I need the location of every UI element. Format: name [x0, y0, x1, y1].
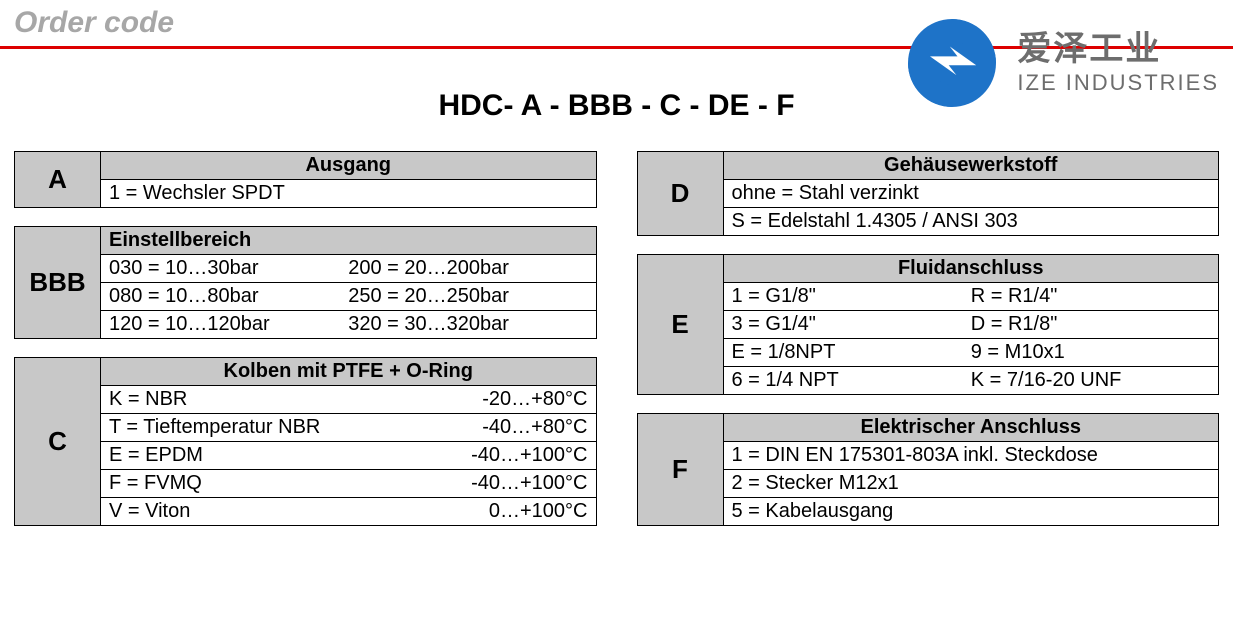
table-row: ohne = Stahl verzinkt [724, 180, 1219, 208]
cell: 200 = 20…200bar [348, 257, 587, 280]
cell: ohne = Stahl verzinkt [732, 182, 1211, 205]
table-row: 6 = 1/4 NPTK = 7/16-20 UNF [724, 367, 1219, 394]
block-F-title: Elektrischer Anschluss [724, 414, 1219, 442]
cell: 1 = G1/8" [732, 285, 971, 308]
table-row: V = Viton 0…+100°C [101, 498, 596, 525]
cell: D = R1/8" [971, 313, 1210, 336]
table-row: 5 = Kabelausgang [724, 498, 1219, 525]
block-C-letter: C [15, 358, 101, 525]
cell: E = EPDM [109, 444, 348, 467]
cell: 320 = 30…320bar [348, 313, 587, 336]
cell: 9 = M10x1 [971, 341, 1210, 364]
block-A-letter: A [15, 152, 101, 207]
table-row: 1 = DIN EN 175301-803A inkl. Steckdose [724, 442, 1219, 470]
block-F-letter: F [638, 414, 724, 525]
spec-columns: A Ausgang 1 = Wechsler SPDT BBB Einstell… [0, 123, 1233, 526]
block-C-title: Kolben mit PTFE + O-Ring [101, 358, 596, 386]
cell: 1 = Wechsler SPDT [109, 182, 588, 205]
table-row: 1 = G1/8"R = R1/4" [724, 283, 1219, 311]
logo-mark-icon [897, 8, 1007, 118]
cell: F = FVMQ [109, 472, 348, 495]
cell: E = 1/8NPT [732, 341, 971, 364]
block-C: C Kolben mit PTFE + O-Ring K = NBR-20…+8… [14, 357, 597, 526]
cell: -40…+100°C [348, 472, 587, 495]
cell: 0…+100°C [348, 500, 587, 523]
cell: 1 = DIN EN 175301-803A inkl. Steckdose [732, 444, 1211, 467]
table-row: 120 = 10…120bar320 = 30…320bar [101, 311, 596, 338]
cell: 250 = 20…250bar [348, 285, 587, 308]
block-A: A Ausgang 1 = Wechsler SPDT [14, 151, 597, 208]
block-D-letter: D [638, 152, 724, 235]
cell: 6 = 1/4 NPT [732, 369, 971, 392]
block-D: D Gehäusewerkstoff ohne = Stahl verzinkt… [637, 151, 1220, 236]
table-row: E = 1/8NPT9 = M10x1 [724, 339, 1219, 367]
table-row: E = EPDM-40…+100°C [101, 442, 596, 470]
logo-text-en: IZE INDUSTRIES [1017, 72, 1219, 94]
block-E-letter: E [638, 255, 724, 394]
left-column: A Ausgang 1 = Wechsler SPDT BBB Einstell… [14, 151, 597, 526]
block-BBB-letter: BBB [15, 227, 101, 338]
logo-text-cn: 爱泽工业 [1017, 32, 1219, 66]
cell: -20…+80°C [348, 388, 587, 411]
cell: -40…+100°C [348, 444, 587, 467]
cell: V = Viton [109, 500, 348, 523]
block-E-title: Fluidanschluss [724, 255, 1219, 283]
cell: K = 7/16-20 UNF [971, 369, 1210, 392]
brand-logo: 爱泽工业 IZE INDUSTRIES [897, 8, 1219, 118]
block-BBB-title: Einstellbereich [101, 227, 596, 255]
cell: S = Edelstahl 1.4305 / ANSI 303 [732, 210, 1211, 233]
block-A-title: Ausgang [101, 152, 596, 180]
table-row: 3 = G1/4"D = R1/8" [724, 311, 1219, 339]
cell: 030 = 10…30bar [109, 257, 348, 280]
table-row: T = Tieftemperatur NBR-40…+80°C [101, 414, 596, 442]
cell: K = NBR [109, 388, 348, 411]
table-row: F = FVMQ-40…+100°C [101, 470, 596, 498]
table-row: 2 = Stecker M12x1 [724, 470, 1219, 498]
block-F: F Elektrischer Anschluss 1 = DIN EN 1753… [637, 413, 1220, 526]
cell: 080 = 10…80bar [109, 285, 348, 308]
block-BBB: BBB Einstellbereich 030 = 10…30bar200 = … [14, 226, 597, 339]
cell: R = R1/4" [971, 285, 1210, 308]
cell: 120 = 10…120bar [109, 313, 348, 336]
cell: 3 = G1/4" [732, 313, 971, 336]
table-row: 080 = 10…80bar250 = 20…250bar [101, 283, 596, 311]
cell: T = Tieftemperatur NBR [109, 416, 348, 439]
logo-text: 爱泽工业 IZE INDUSTRIES [1017, 32, 1219, 94]
cell: 2 = Stecker M12x1 [732, 472, 1211, 495]
table-row: S = Edelstahl 1.4305 / ANSI 303 [724, 208, 1219, 235]
block-D-title: Gehäusewerkstoff [724, 152, 1219, 180]
block-E: E Fluidanschluss 1 = G1/8"R = R1/4" 3 = … [637, 254, 1220, 395]
cell: -40…+80°C [348, 416, 587, 439]
cell: 5 = Kabelausgang [732, 500, 1211, 523]
table-row: K = NBR-20…+80°C [101, 386, 596, 414]
table-row: 030 = 10…30bar200 = 20…200bar [101, 255, 596, 283]
right-column: D Gehäusewerkstoff ohne = Stahl verzinkt… [637, 151, 1220, 526]
table-row: 1 = Wechsler SPDT [101, 180, 596, 207]
